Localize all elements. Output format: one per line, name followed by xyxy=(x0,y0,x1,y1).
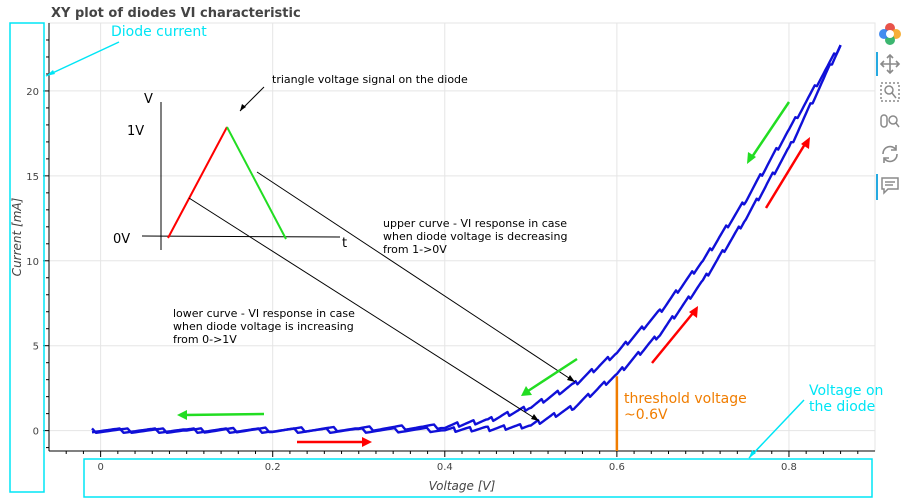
triangle-signal-inset: V 1V 0V t triangle voltage signal on the… xyxy=(113,73,468,251)
triangle-caption: triangle voltage signal on the diode xyxy=(272,73,468,86)
triangle-caption-arrowhead xyxy=(240,104,246,111)
box-zoom-icon[interactable] xyxy=(878,80,902,104)
plot-area xyxy=(48,22,876,452)
y-tick-label: 0 xyxy=(33,427,39,438)
threshold-annotation-line1: threshold voltage xyxy=(624,391,747,407)
upper-curve-arrowhead xyxy=(567,375,575,382)
diode-current-annotation: Diode current xyxy=(111,24,207,40)
chart-title: XY plot of diodes VI characteristic xyxy=(51,6,301,21)
hover-active-indicator xyxy=(876,174,878,200)
y-axis-label: Current [mA] xyxy=(10,197,24,276)
diode-current-pointer xyxy=(45,41,120,77)
falling-arrowhead-knee xyxy=(521,386,532,396)
inset-0v-label: 0V xyxy=(113,232,130,247)
rising-arrowhead-knee xyxy=(689,306,698,318)
voltage-on-diode-annotation-line1: Voltage on xyxy=(809,383,883,399)
series-line-1 xyxy=(91,44,842,434)
wheel-zoom-icon[interactable] xyxy=(878,110,902,134)
y-tick-label: 20 xyxy=(26,87,39,98)
bokeh-logo-icon[interactable] xyxy=(878,22,902,46)
lower-curve-pointer xyxy=(188,197,540,422)
direction-arrows xyxy=(177,101,810,447)
rising-arrowhead-baseline xyxy=(362,437,372,447)
x-axis-label: Voltage [V] xyxy=(429,479,496,493)
upper-curve-pointer xyxy=(256,171,576,383)
upper-curve-description-line2: when diode voltage is decreasing xyxy=(383,230,567,243)
hover-icon[interactable] xyxy=(878,174,902,198)
upper-curve-description-line1: upper curve - VI response in case xyxy=(383,217,567,230)
inset-v-label: V xyxy=(144,92,153,107)
y-tick-label: 10 xyxy=(26,257,39,268)
falling-arrow-knee xyxy=(527,357,578,393)
reset-icon[interactable] xyxy=(878,142,902,166)
threshold-annotation-line2: ~0.6V xyxy=(624,407,668,423)
y-axis-highlight-box xyxy=(9,22,45,493)
plot-toolbar xyxy=(876,20,904,210)
falling-arrowhead-top xyxy=(747,152,756,164)
falling-arrow-top xyxy=(750,101,791,158)
pan-icon[interactable] xyxy=(878,52,902,76)
lower-curve-description-line1: lower curve - VI response in case xyxy=(173,307,355,320)
x-tick-label: 0 xyxy=(97,462,103,473)
falling-arrow-baseline xyxy=(183,412,265,417)
lower-curve-description-line2: when diode voltage is increasing xyxy=(173,320,354,333)
diode-current-arrowhead xyxy=(46,70,55,76)
lower-curve-arrowhead xyxy=(531,414,539,421)
rising-arrow-knee xyxy=(651,312,694,364)
upper-curve-description-line3: from 1->0V xyxy=(383,243,447,256)
voltage-on-diode-pointer xyxy=(748,399,805,459)
rising-arrow-top xyxy=(764,143,807,209)
lower-curve-description-line3: from 0->1V xyxy=(173,333,237,346)
x-tick-label: 0.2 xyxy=(265,462,281,473)
falling-arrowhead-baseline xyxy=(177,410,187,420)
inset-1v-label: 1V xyxy=(127,124,144,139)
x-tick-label: 0.6 xyxy=(609,462,625,473)
x-tick-label: 0.4 xyxy=(437,462,453,473)
voltage-on-diode-arrowhead xyxy=(749,450,756,458)
inset-falling-edge xyxy=(226,126,287,240)
x-tick-label: 0.8 xyxy=(781,462,797,473)
axes: 0 0.2 0.4 0.6 0.8 0 5 10 15 20 xyxy=(26,23,875,473)
voltage-on-diode-annotation-line2: the diode xyxy=(809,399,875,415)
inset-t-axis xyxy=(141,235,341,238)
rising-arrowhead-top xyxy=(801,137,810,149)
x-axis-highlight-box xyxy=(83,458,873,498)
y-tick-label: 15 xyxy=(26,172,39,183)
y-tick-label: 5 xyxy=(33,342,39,353)
pan-active-indicator xyxy=(876,52,878,76)
inset-t-label: t xyxy=(342,236,347,251)
inset-rising-edge xyxy=(167,126,228,239)
series-layer xyxy=(91,44,842,434)
